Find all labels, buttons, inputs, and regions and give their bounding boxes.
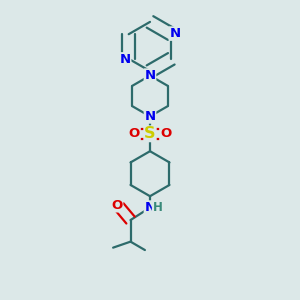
Text: N: N: [119, 53, 131, 66]
Text: N: N: [144, 69, 156, 82]
Text: O: O: [160, 127, 171, 140]
Text: H: H: [153, 201, 162, 214]
Text: N: N: [169, 27, 181, 40]
Text: N: N: [144, 110, 156, 123]
Text: O: O: [111, 199, 123, 212]
Text: N: N: [144, 201, 156, 214]
Text: O: O: [129, 127, 140, 140]
Text: S: S: [144, 126, 156, 141]
